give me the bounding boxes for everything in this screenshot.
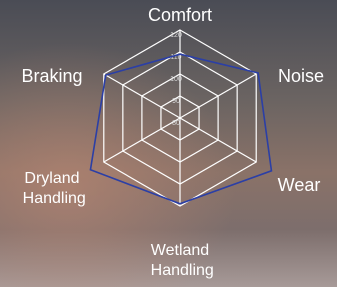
- r-tick-label: 100: [170, 76, 182, 83]
- chart: 8090100110120ComfortNoiseWearWetland Han…: [0, 0, 337, 287]
- page: {"chart_data": {"type": "radar", "catego…: [0, 0, 337, 287]
- category-label: Comfort: [148, 5, 212, 25]
- r-tick-label: 90: [172, 98, 180, 105]
- category-label: Noise: [278, 66, 324, 86]
- r-tick-label: 80: [172, 120, 180, 127]
- category-label: Wear: [278, 175, 321, 195]
- category-label: Braking: [21, 66, 82, 86]
- r-tick-label: 120: [170, 32, 182, 39]
